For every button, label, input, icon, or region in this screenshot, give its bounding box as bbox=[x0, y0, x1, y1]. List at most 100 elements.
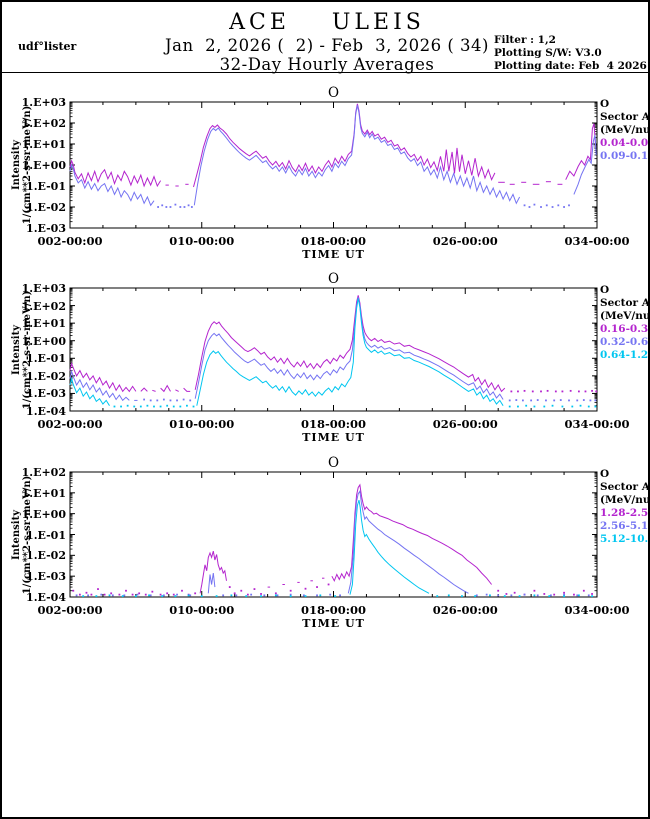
data-point bbox=[510, 390, 513, 393]
y-tick-label: 1.E-03 bbox=[26, 570, 66, 584]
data-point bbox=[531, 390, 534, 393]
series-line-0.32-0.64 bbox=[69, 369, 130, 402]
data-point bbox=[85, 591, 88, 594]
legend-entry-0.64-1.28: 0.64-1.28 bbox=[600, 349, 650, 361]
data-point bbox=[517, 390, 519, 393]
y-tick-label: 1.E+01 bbox=[21, 486, 66, 500]
data-point bbox=[118, 593, 121, 596]
series-line-0.16-0.32 bbox=[140, 387, 148, 392]
data-point bbox=[144, 593, 147, 596]
data-point bbox=[589, 399, 592, 402]
data-point bbox=[576, 594, 579, 597]
data-point bbox=[475, 594, 478, 597]
data-point bbox=[302, 594, 305, 597]
y-tick-label: 1.E-03 bbox=[26, 222, 66, 235]
data-point bbox=[246, 593, 249, 596]
software-version-info: Plotting S/W: V3.0 bbox=[494, 47, 602, 59]
x-tick-label: 018-00:00 bbox=[300, 603, 367, 617]
series-line-0.04-0.09 bbox=[193, 103, 496, 188]
data-point bbox=[123, 594, 126, 597]
x-tick-label: 010-00:00 bbox=[169, 603, 235, 617]
series-line-0.16-0.32 bbox=[194, 295, 506, 393]
x-tick-label: 034-00:00 bbox=[564, 603, 630, 617]
y-tick-label: 1.E+03 bbox=[21, 96, 66, 109]
data-point bbox=[503, 595, 506, 598]
data-point bbox=[561, 405, 564, 408]
data-point bbox=[543, 593, 546, 595]
data-point bbox=[276, 594, 279, 597]
x-tick-label: 010-00:00 bbox=[169, 417, 235, 431]
data-point bbox=[584, 390, 587, 393]
series-line-0.09-0.16 bbox=[573, 135, 597, 195]
series-line-0.09-0.16 bbox=[69, 163, 155, 207]
data-point bbox=[508, 399, 511, 402]
data-point bbox=[230, 594, 233, 597]
data-point bbox=[554, 390, 557, 393]
series-line-0.64-1.28 bbox=[69, 376, 110, 406]
x-tick-label: 026-00:00 bbox=[432, 234, 498, 248]
legend-header: Sector Avg bbox=[600, 297, 650, 309]
data-point bbox=[591, 593, 593, 595]
series-line-2.56-5.12 bbox=[347, 489, 469, 594]
data-point bbox=[183, 206, 186, 208]
data-point bbox=[436, 595, 439, 598]
data-point bbox=[523, 593, 526, 596]
data-point bbox=[78, 593, 81, 596]
data-point bbox=[108, 594, 111, 597]
data-point bbox=[159, 593, 162, 596]
data-point bbox=[87, 594, 90, 597]
data-point bbox=[579, 404, 582, 407]
data-point bbox=[263, 594, 266, 597]
legend-entry-1.28-2.56: 1.28-2.56 bbox=[600, 507, 650, 519]
x-tick-label: 026-00:00 bbox=[432, 603, 498, 617]
x-axis-title: TIME UT bbox=[302, 431, 365, 444]
page-title: ACE ULEIS bbox=[229, 10, 425, 35]
data-point bbox=[533, 405, 536, 408]
data-point bbox=[489, 594, 491, 597]
series-line-0.32-0.64 bbox=[194, 297, 504, 400]
data-point bbox=[200, 595, 203, 598]
y-tick-label: 1.E-02 bbox=[26, 549, 66, 563]
data-point bbox=[533, 589, 536, 592]
data-point bbox=[75, 594, 78, 597]
y-tick-label: 1.E+02 bbox=[21, 117, 66, 130]
data-point bbox=[190, 206, 193, 208]
y-axis-title-line: 1/(cm**2-s-sr-meV/n) bbox=[22, 475, 33, 594]
x-tick-label: 002-00:00 bbox=[37, 417, 103, 431]
y-tick-label: 1.E+02 bbox=[21, 466, 66, 479]
series-line-0.16-0.32 bbox=[160, 384, 171, 393]
data-point bbox=[172, 593, 175, 596]
legend-header: O bbox=[600, 284, 610, 296]
data-point bbox=[134, 595, 137, 598]
data-point bbox=[189, 399, 192, 402]
data-point bbox=[316, 586, 318, 588]
data-point bbox=[571, 405, 574, 408]
y-tick-label: 1.E+01 bbox=[21, 138, 66, 151]
data-point bbox=[521, 399, 524, 402]
data-point bbox=[536, 399, 539, 401]
data-point bbox=[561, 390, 564, 393]
data-point bbox=[153, 405, 155, 408]
legend-header: Sector Avg bbox=[600, 481, 650, 493]
legend-entry-0.16-0.32: 0.16-0.32 bbox=[600, 323, 650, 335]
series-line-0.16-0.32 bbox=[175, 389, 179, 392]
series-line-0.04-0.09 bbox=[69, 159, 162, 188]
data-point bbox=[82, 595, 85, 598]
data-point bbox=[591, 389, 593, 392]
program-name-label: udf°lister bbox=[18, 40, 77, 53]
y-tick-label: 1.E-03 bbox=[26, 387, 66, 401]
data-point bbox=[523, 389, 526, 392]
data-point bbox=[192, 405, 195, 408]
data-point bbox=[162, 594, 165, 597]
data-point bbox=[525, 404, 528, 407]
y-tick-label: 1.E-04 bbox=[26, 591, 66, 604]
data-point bbox=[319, 594, 322, 597]
data-point bbox=[181, 589, 183, 592]
data-point bbox=[169, 206, 172, 208]
data-point bbox=[497, 589, 500, 592]
data-point bbox=[528, 206, 531, 208]
data-point bbox=[189, 594, 192, 597]
data-point bbox=[161, 595, 164, 598]
